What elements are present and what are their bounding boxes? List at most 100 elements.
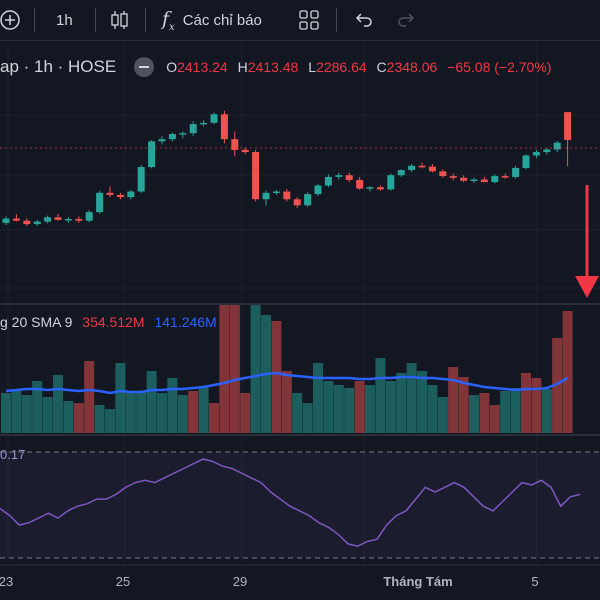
volume-bar — [146, 371, 157, 433]
volume-bar — [333, 385, 344, 433]
symbol-title[interactable]: ap · 1h · HOSE — [0, 57, 117, 76]
candle-body — [33, 221, 41, 225]
candle-body — [220, 114, 228, 140]
candle-body — [345, 175, 353, 180]
candle-body — [12, 218, 20, 221]
candle-body — [148, 141, 156, 168]
volume-bar — [489, 405, 500, 433]
x-tick-label: Tháng Tám — [383, 574, 453, 589]
candle-body — [387, 175, 395, 190]
close-value: 2348.06 — [386, 59, 438, 75]
candle-body — [116, 194, 124, 198]
candle-body — [106, 192, 114, 195]
candle-body — [418, 165, 426, 168]
candle-body — [564, 112, 572, 141]
collapse-legend-button[interactable] — [134, 57, 155, 77]
candle-body — [543, 149, 551, 153]
volume-bar — [500, 391, 511, 433]
volume-bar — [292, 393, 303, 433]
open-value: 2413.24 — [177, 59, 228, 75]
volume-sma-value: 141.246M — [154, 314, 217, 330]
candle-body — [189, 124, 197, 134]
volume-bar — [157, 393, 167, 433]
candle-body — [314, 185, 322, 195]
redo-button[interactable] — [396, 0, 418, 40]
candle-body — [85, 212, 93, 221]
volume-bar — [188, 391, 199, 433]
volume-bar — [521, 373, 531, 433]
volume-bar — [417, 371, 427, 433]
function-icon: fx — [162, 7, 175, 33]
candle-body — [522, 155, 530, 168]
close-key: C — [376, 59, 387, 75]
volume-bar — [365, 385, 375, 433]
candle-body — [210, 114, 218, 123]
candle-body — [356, 179, 364, 189]
volume-bar — [510, 388, 521, 433]
toolbar-divider — [95, 8, 96, 32]
candle-body — [532, 152, 540, 156]
volume-bar — [552, 338, 563, 433]
x-tick-label: 29 — [232, 574, 248, 589]
symbol-legend: ap · 1h · HOSE O2413.24 H2413.48 L2286.6… — [0, 55, 557, 79]
indicators-button[interactable]: fx Các chỉ báo — [162, 0, 262, 40]
candle-body — [439, 171, 447, 177]
candle-body — [470, 179, 478, 182]
volume-bar — [469, 395, 479, 433]
candle-body — [408, 165, 416, 171]
candlestick-icon — [111, 11, 128, 29]
volume-bar — [53, 375, 63, 433]
candle-body — [397, 170, 405, 176]
volume-bar — [84, 361, 95, 433]
candle-body — [376, 187, 384, 190]
volume-bar — [209, 403, 219, 433]
volume-bar — [427, 385, 438, 433]
candle-body — [428, 166, 436, 172]
redo-icon — [398, 13, 415, 27]
volume-bar — [94, 405, 105, 433]
layout-button[interactable] — [298, 0, 320, 40]
candle-body — [158, 139, 166, 142]
candle-body — [241, 149, 249, 153]
volume-legend-label[interactable]: g 20 SMA 9 — [0, 314, 73, 330]
candle-body — [366, 187, 374, 189]
volume-bar — [271, 321, 282, 433]
volume-bar — [177, 395, 188, 433]
candle-body — [491, 176, 499, 183]
candle-body — [64, 218, 72, 221]
candle-body — [2, 218, 10, 223]
volume-bar — [115, 363, 126, 433]
volume-bar — [323, 381, 334, 433]
price-chart[interactable] — [0, 0, 600, 566]
volume-bar — [32, 381, 43, 433]
candle-body — [252, 152, 260, 200]
volume-bar — [396, 373, 407, 433]
candle-body — [75, 218, 83, 221]
candle-body — [200, 122, 208, 125]
toolbar-divider — [34, 8, 35, 32]
toolbar-divider — [145, 8, 146, 32]
undo-button[interactable] — [352, 0, 374, 40]
volume-bar — [21, 395, 32, 433]
volume-sma-line — [5, 371, 569, 395]
candle-body — [137, 167, 145, 192]
add-symbol-button[interactable] — [0, 0, 24, 40]
volume-series — [1, 303, 573, 433]
volume-bar — [354, 381, 365, 433]
chart-type-button[interactable] — [108, 0, 130, 40]
time-axis[interactable]: 23 25 29 Tháng Tám 5 — [0, 566, 600, 600]
x-tick-label: 5 — [531, 574, 539, 589]
volume-bar — [541, 389, 552, 433]
volume-bar — [73, 403, 84, 433]
volume-bar — [562, 311, 573, 433]
rsi-line — [0, 458, 581, 547]
candle-body — [272, 191, 280, 194]
candle-body — [512, 167, 520, 177]
volume-bar — [229, 303, 240, 433]
candle-body — [127, 191, 135, 198]
candle-body — [335, 175, 343, 177]
volume-legend: g 20 SMA 9 354.512M 141.246M — [0, 314, 217, 330]
volume-bar — [1, 393, 11, 433]
volume-bar — [406, 363, 417, 433]
interval-button[interactable]: 1h — [56, 0, 73, 40]
